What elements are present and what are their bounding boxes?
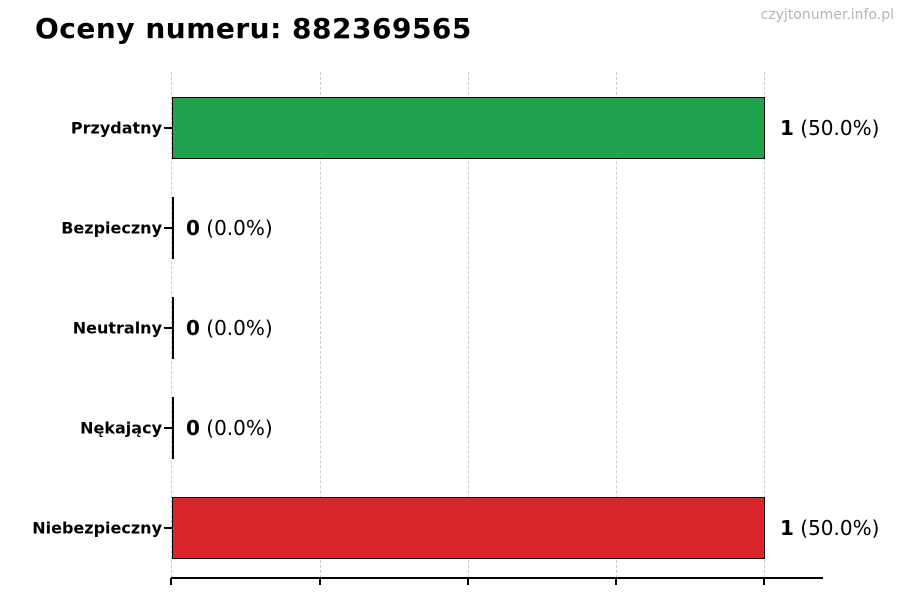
category-label-niebezpieczny: Niebezpieczny — [32, 518, 162, 538]
x-axis-tick — [170, 578, 172, 585]
value-label: 0 (0.0%) — [186, 316, 273, 340]
y-axis-tick — [164, 227, 172, 229]
category-label-przydatny: Przydatny — [70, 118, 162, 138]
category-label-bezpieczny: Bezpieczny — [61, 218, 162, 238]
value-label: 0 (0.0%) — [186, 416, 273, 440]
y-axis-tick — [164, 527, 172, 529]
bar-przydatny — [172, 97, 765, 159]
x-axis-tick — [615, 578, 617, 585]
y-axis-tick — [164, 327, 172, 329]
gridline — [171, 72, 172, 578]
chart-title: Oceny numeru: 882369565 — [35, 12, 472, 45]
value-label: 0 (0.0%) — [186, 216, 273, 240]
gridline — [468, 72, 469, 578]
value-label: 1 (50.0%) — [780, 116, 880, 140]
bar-neutralny — [172, 297, 174, 359]
gridline — [320, 72, 321, 578]
category-label-nekajacy: Nękający — [80, 418, 162, 438]
category-label-neutralny: Neutralny — [72, 318, 162, 338]
y-axis-tick — [164, 127, 172, 129]
y-axis-tick — [164, 427, 172, 429]
watermark: czyjtonumer.info.pl — [760, 7, 894, 23]
gridline — [616, 72, 617, 578]
x-axis-tick — [467, 578, 469, 585]
value-label: 1 (50.0%) — [780, 516, 880, 540]
bar-bezpieczny — [172, 197, 174, 259]
x-axis-tick — [319, 578, 321, 585]
x-axis-line — [171, 577, 823, 579]
bar-nekajacy — [172, 397, 174, 459]
bar-niebezpieczny — [172, 497, 765, 559]
gridline — [764, 72, 765, 578]
x-axis-tick — [763, 578, 765, 585]
